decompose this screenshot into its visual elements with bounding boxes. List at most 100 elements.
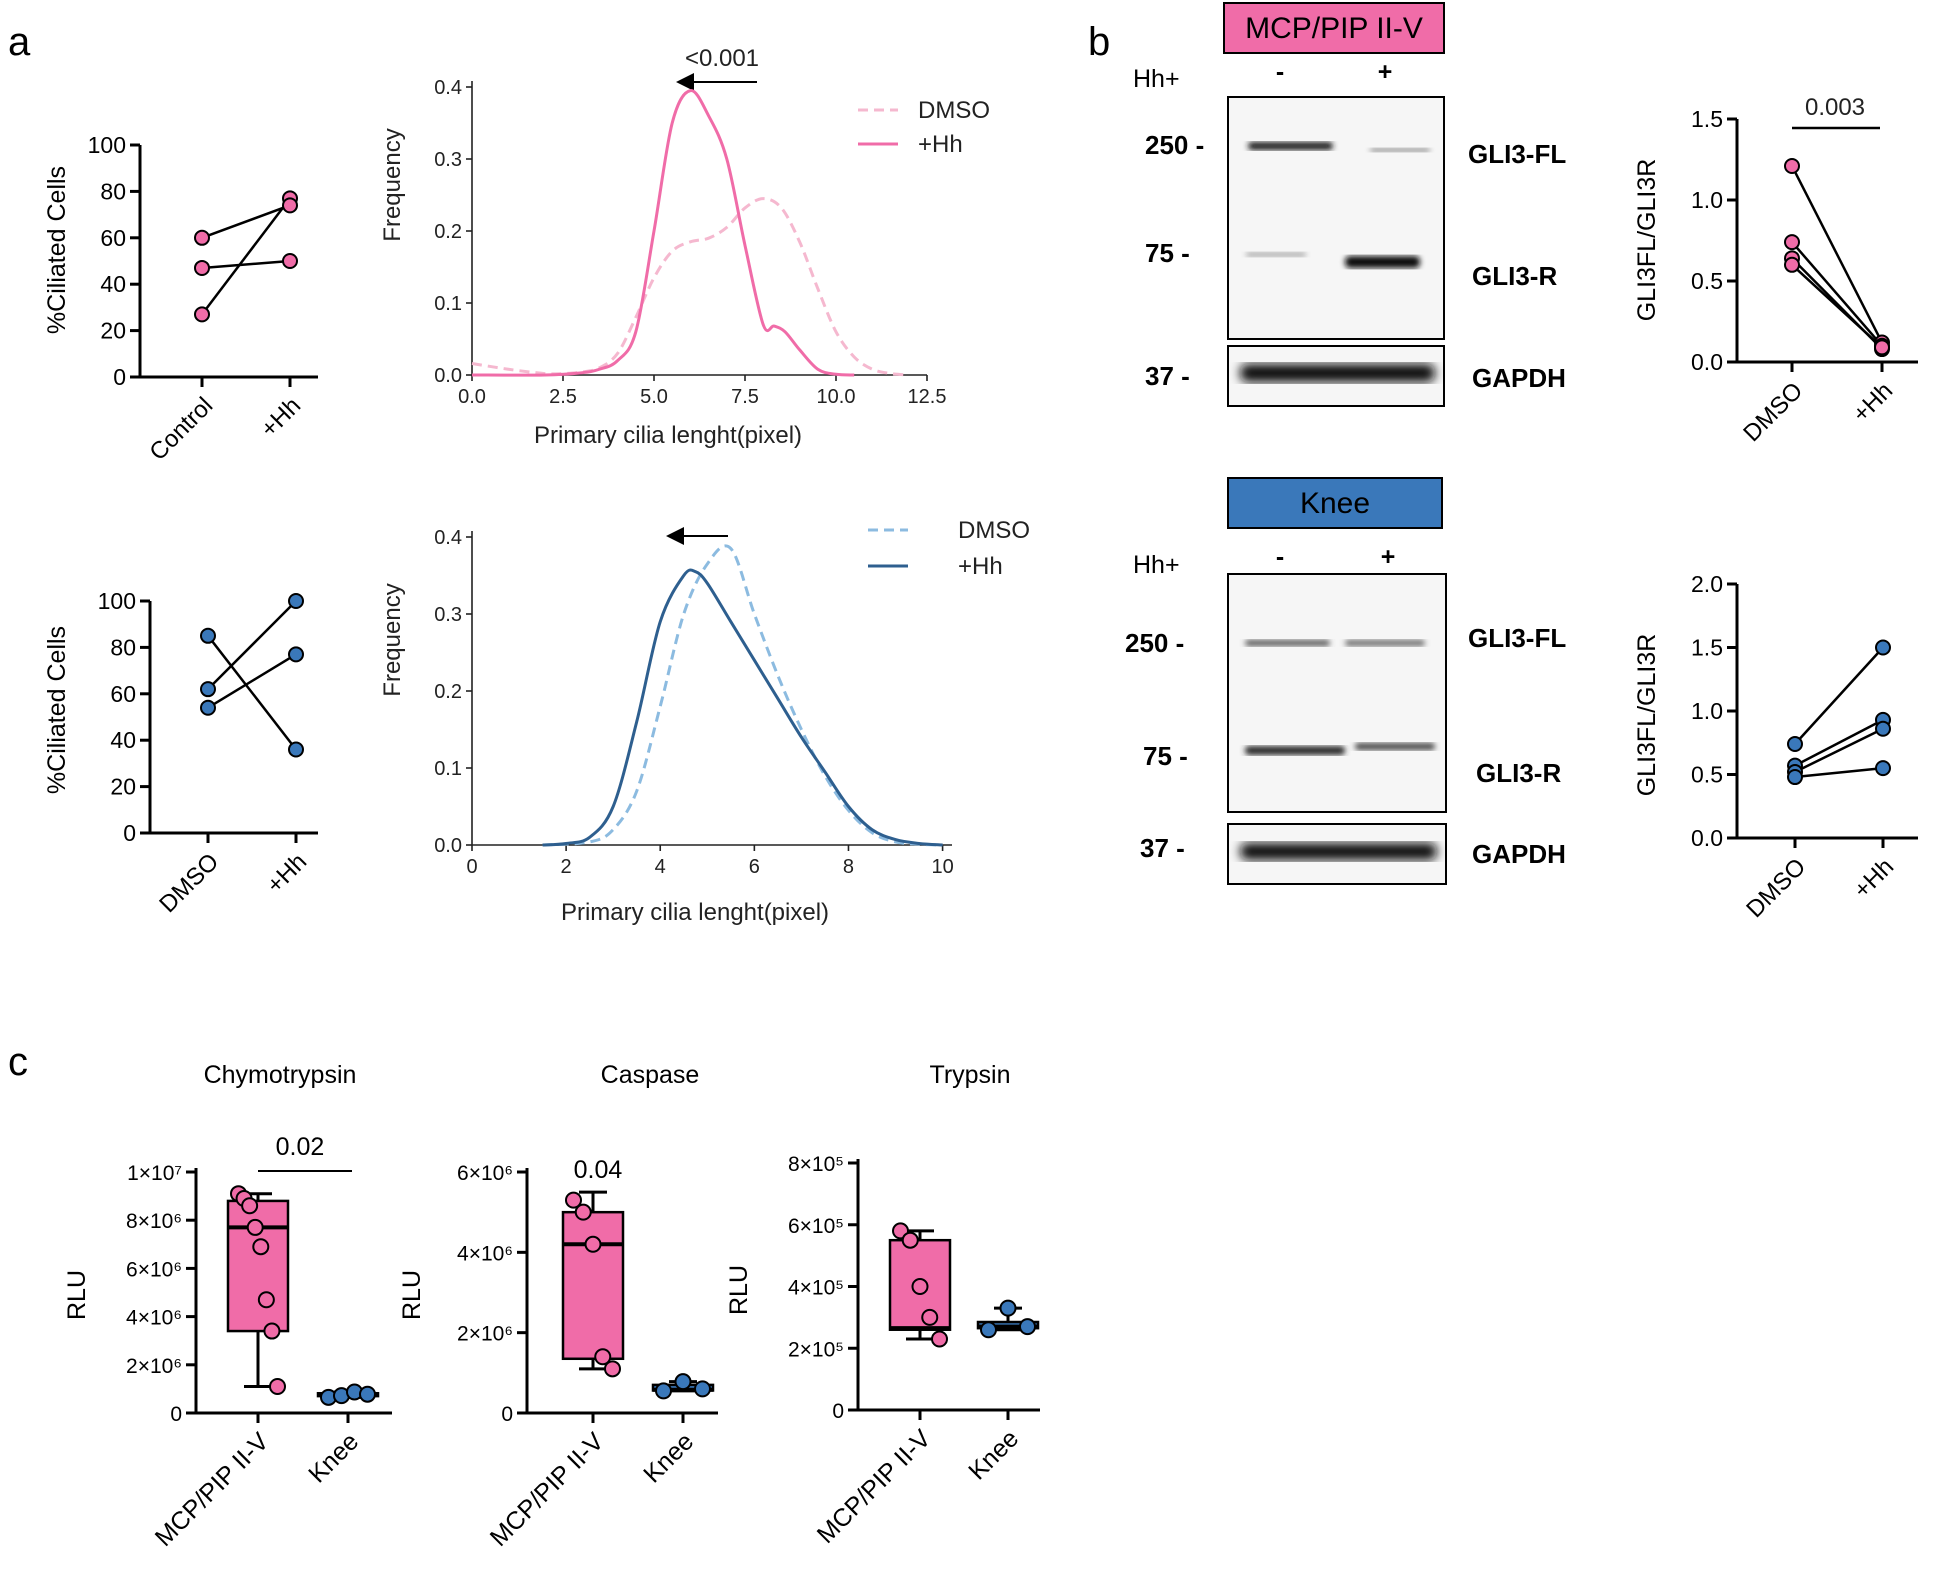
y-tick-label: 100 <box>98 588 136 614</box>
pair-line <box>207 635 297 751</box>
x-tick-label: Knee <box>303 1427 364 1488</box>
series-line-hh <box>542 568 943 847</box>
pair-line <box>207 600 297 691</box>
data-point <box>241 1197 259 1215</box>
y-tick-label: 1.0 <box>1691 187 1723 213</box>
band <box>1245 746 1345 755</box>
y-tick-label: 1×10⁷ <box>127 1162 182 1185</box>
panel-label-c: c <box>8 1040 28 1084</box>
b1-ylabel: GLI3FL/GLI3R <box>1633 159 1661 322</box>
y-tick-label: 4×10⁶ <box>126 1307 182 1330</box>
x-tick-label: DMSO <box>154 848 224 918</box>
y-tick-label: 0 <box>832 1400 844 1423</box>
band <box>1370 148 1430 152</box>
c1-ylabel: RLU <box>63 1270 91 1320</box>
series-line-dmso <box>542 544 943 847</box>
data-point <box>1784 234 1800 251</box>
series-line-dmso <box>471 197 909 377</box>
x-tick-label: MCP/PIP II-V <box>150 1427 275 1552</box>
blot-mcp-lane-minus: - <box>1276 58 1284 86</box>
blot-knee-bands <box>1245 640 1435 755</box>
data-point <box>911 1278 929 1295</box>
data-point <box>1875 639 1891 656</box>
y-tick-label: 1.5 <box>1691 106 1723 132</box>
data-point <box>1787 736 1803 753</box>
panel-label-a: a <box>8 20 31 64</box>
c1-annotation: 0.02 <box>276 1133 325 1161</box>
data-point <box>694 1380 711 1398</box>
band <box>1240 364 1435 382</box>
a4-ylabel: Frequency <box>379 583 406 696</box>
data-point <box>282 253 298 269</box>
blot-knee-membrane <box>1227 573 1447 813</box>
data-point <box>269 1377 286 1395</box>
blot-knee-lane-plus: + <box>1381 543 1396 571</box>
y-tick-label: 8×10⁵ <box>788 1153 844 1176</box>
y-tick-label: 6×10⁵ <box>788 1215 844 1238</box>
a4-arrow-head <box>666 527 684 545</box>
b1-annotation: 0.003 <box>1805 94 1865 121</box>
x-tick-label: 2 <box>561 856 572 878</box>
x-tick-label: 5.0 <box>640 386 668 408</box>
y-tick-label: 0 <box>501 1403 513 1426</box>
x-tick-label: DMSO <box>1741 853 1811 923</box>
pair-line <box>207 653 297 709</box>
a2-legend-dmso: DMSO <box>918 97 990 124</box>
data-point <box>931 1330 948 1348</box>
data-point <box>288 741 304 758</box>
panel-label-b: b <box>1088 20 1110 64</box>
blot-mcp-hh-label: Hh+ <box>1133 65 1180 93</box>
y-tick-label: 100 <box>88 132 126 158</box>
blot-mcp-band-r: GLI3-R <box>1472 261 1557 291</box>
blot-mcp-band-fl: GLI3-FL <box>1468 139 1566 169</box>
y-tick-label: 4×10⁶ <box>457 1242 513 1265</box>
x-tick-label: 0 <box>466 856 477 878</box>
a2-annotation: <0.001 <box>685 45 759 72</box>
blot-mcp-lane-plus: + <box>1378 58 1393 86</box>
chart-c2: Caspase RLU 0.04 0 2×10⁶ 4×10⁶ 6×10⁶ MCP/PIP… <box>398 1061 718 1552</box>
c3-ylabel: RLU <box>725 1265 753 1315</box>
a4-legend-hh: +Hh <box>958 553 1003 580</box>
blot-mcp-marker-37: 37 - <box>1145 361 1190 391</box>
y-tick-label: 0.0 <box>434 365 462 387</box>
chart-b1: GLI3FL/GLI3R 0.003 0.0 0.5 1.0 1.5 DMSO +Hh <box>1633 94 1918 447</box>
y-tick-label: 0.5 <box>1691 762 1723 788</box>
x-tick-label: DMSO <box>1738 377 1808 447</box>
data-point <box>252 1238 270 1256</box>
y-tick-label: 6×10⁶ <box>457 1162 513 1185</box>
blot-mcp-band-gapdh: GAPDH <box>1472 363 1566 393</box>
a2-xlabel: Primary cilia lenght(pixel) <box>534 422 802 449</box>
a2-arrow-head <box>676 73 694 91</box>
y-tick-label: 60 <box>110 681 136 707</box>
y-tick-label: 40 <box>100 271 126 297</box>
band <box>1345 640 1425 646</box>
data-point <box>200 681 216 698</box>
band <box>1246 252 1306 257</box>
data-point <box>1787 769 1803 786</box>
chart-a4: Frequency Primary cilia lenght(pixel) 0.… <box>379 517 1030 926</box>
blot-mcp-marker-250: 250 - <box>1145 130 1204 160</box>
y-tick-label: 2×10⁵ <box>788 1338 844 1361</box>
data-point <box>999 1299 1017 1317</box>
data-point <box>1875 720 1891 737</box>
y-tick-label: 0.5 <box>1691 268 1723 294</box>
data-point <box>921 1308 939 1326</box>
blot-mcp-membrane <box>1227 96 1445 340</box>
x-tick-label: 12.5 <box>908 386 947 408</box>
x-tick-label: 4 <box>655 856 666 878</box>
blot-knee-band-r: GLI3-R <box>1476 758 1561 788</box>
data-point <box>288 593 304 609</box>
c1-title: Chymotrypsin <box>204 1061 357 1089</box>
y-tick-label: 20 <box>110 774 136 800</box>
x-tick-label: MCP/PIP II-V <box>812 1424 937 1549</box>
data-point <box>1874 339 1890 356</box>
y-tick-label: 0.0 <box>1691 349 1723 375</box>
data-point <box>674 1373 692 1391</box>
y-tick-label: 0.2 <box>434 221 462 243</box>
y-tick-label: 0.4 <box>434 77 462 99</box>
x-tick-label: +Hh <box>1849 853 1900 904</box>
a2-legend-hh: +Hh <box>918 131 963 158</box>
box <box>888 1238 952 1331</box>
blot-knee-title: Knee <box>1300 487 1370 520</box>
pair-line <box>1790 165 1884 344</box>
